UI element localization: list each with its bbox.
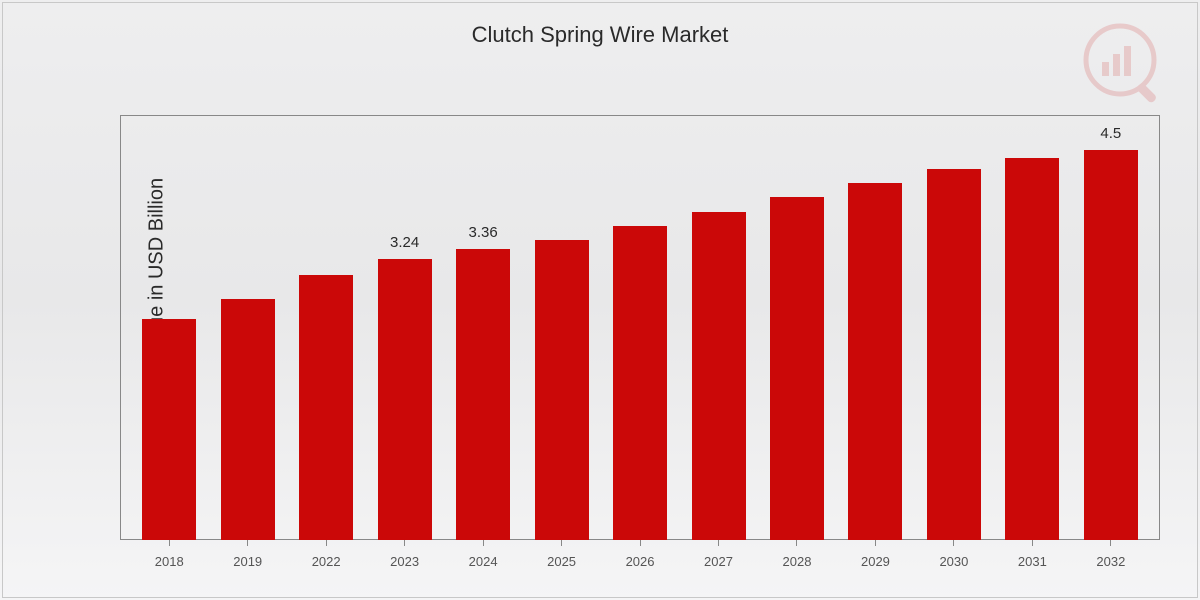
bar-slot: 2025 [522, 115, 600, 540]
x-tick-label: 2026 [626, 554, 655, 569]
x-tick-label: 2028 [783, 554, 812, 569]
bar [456, 249, 510, 540]
bar [535, 240, 589, 540]
bar [692, 212, 746, 540]
x-tick-label: 2032 [1096, 554, 1125, 569]
x-tick-mark [796, 540, 797, 546]
bar-slot: 2029 [836, 115, 914, 540]
watermark-logo-icon [1080, 20, 1170, 115]
x-tick-mark [404, 540, 405, 546]
bar-value-label: 4.5 [1100, 125, 1121, 142]
x-tick-mark [1110, 540, 1111, 546]
x-tick-mark [561, 540, 562, 546]
bar [221, 299, 275, 540]
bars-container: 2018201920223.2420233.362024202520262027… [120, 115, 1160, 540]
x-tick-label: 2023 [390, 554, 419, 569]
bar-slot: 2028 [758, 115, 836, 540]
bar-value-label: 3.36 [469, 224, 498, 241]
bar [299, 275, 353, 540]
bar-slot: 3.242023 [365, 115, 443, 540]
x-tick-label: 2025 [547, 554, 576, 569]
chart-plot-area: 2018201920223.2420233.362024202520262027… [120, 115, 1160, 540]
bar-slot: 2018 [130, 115, 208, 540]
bar-slot: 2022 [287, 115, 365, 540]
x-tick-mark [247, 540, 248, 546]
x-tick-mark [326, 540, 327, 546]
bar-value-label: 3.24 [390, 234, 419, 251]
x-tick-label: 2024 [469, 554, 498, 569]
bar-slot: 4.52032 [1072, 115, 1150, 540]
x-tick-mark [953, 540, 954, 546]
x-tick-mark [1032, 540, 1033, 546]
x-tick-label: 2030 [939, 554, 968, 569]
x-tick-label: 2027 [704, 554, 733, 569]
x-tick-label: 2018 [155, 554, 184, 569]
x-tick-label: 2019 [233, 554, 262, 569]
x-tick-mark [169, 540, 170, 546]
bar [1005, 158, 1059, 540]
bar-slot: 2030 [915, 115, 993, 540]
x-tick-mark [640, 540, 641, 546]
x-tick-label: 2029 [861, 554, 890, 569]
bar-slot: 2026 [601, 115, 679, 540]
x-tick-mark [718, 540, 719, 546]
x-tick-label: 2031 [1018, 554, 1047, 569]
bar [1084, 150, 1138, 540]
bar [927, 169, 981, 540]
x-tick-mark [875, 540, 876, 546]
bar-slot: 2019 [208, 115, 286, 540]
bar [770, 197, 824, 540]
bar [378, 259, 432, 540]
chart-title: Clutch Spring Wire Market [472, 22, 729, 48]
bar-slot: 3.362024 [444, 115, 522, 540]
x-tick-label: 2022 [312, 554, 341, 569]
bar-slot: 2031 [993, 115, 1071, 540]
bar [613, 226, 667, 540]
bar-slot: 2027 [679, 115, 757, 540]
x-tick-mark [483, 540, 484, 546]
bar [848, 183, 902, 540]
bar [142, 319, 196, 540]
